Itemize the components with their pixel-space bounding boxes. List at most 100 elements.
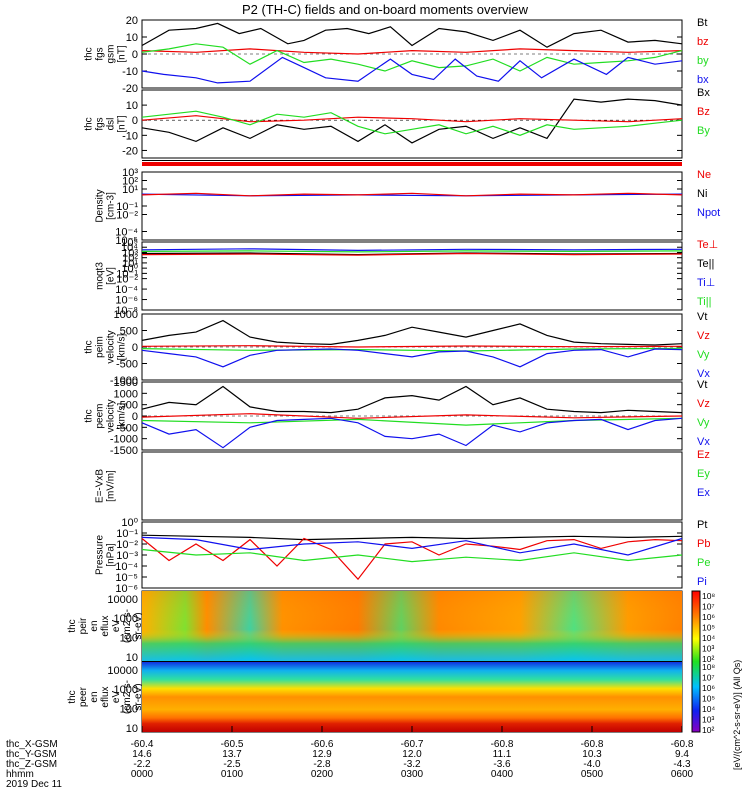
legend-Vz: Vz	[697, 398, 710, 410]
x-tick-label: 0000	[131, 769, 154, 780]
y-tick-label: -20	[122, 145, 138, 157]
y-axis-label: [eV]	[106, 267, 117, 285]
y-axis-label: [mV/m]	[106, 470, 117, 502]
y-tick-label: 10⁻⁴	[115, 284, 138, 296]
legend-Te⊥: Te⊥	[697, 239, 718, 251]
legend-Te||: Te||	[697, 258, 714, 270]
panel-frame	[141, 89, 683, 159]
y-axis-label: peir	[78, 617, 89, 634]
colorbar-label: [eV/(cm^2-s-sr-eV)] (All Qs)	[732, 660, 742, 770]
colorbar: [eV/(cm^2-s-sr-eV)] (All Qs) 10⁸10⁷10⁶10…	[691, 590, 742, 770]
colorbar-gradient	[691, 590, 701, 733]
series-Pi	[141, 536, 683, 556]
xrow-date: 2019 Dec 11	[6, 779, 62, 790]
y-tick-label: -500	[116, 359, 138, 371]
legend-Ni: Ni	[697, 188, 707, 200]
y-axis-label: [km/s]	[117, 333, 128, 360]
series-Vz	[141, 413, 683, 419]
x-tick-label: 0100	[221, 769, 244, 780]
y-axis-label: [nPa]	[106, 543, 117, 567]
series-Vx	[141, 348, 683, 368]
legend-Ti⊥: Ti⊥	[697, 277, 715, 289]
legend-Vt: Vt	[697, 379, 707, 391]
colorbar-tick: 10³	[702, 644, 714, 654]
x-tick-label: 12.0	[402, 749, 422, 760]
x-axis-table: thc_X-GSM thc_Y-GSM thc_Z-GSM hhmm 2019 …	[6, 726, 694, 790]
y-axis-label: thc	[84, 47, 95, 60]
xrow-hhmm: hhmm	[6, 769, 34, 780]
panel-efield: E=-VxB [mV/m] Ez Ey Ex	[95, 449, 710, 521]
y-tick-label: 10²	[122, 253, 138, 265]
y-tick-label: 100	[120, 633, 138, 645]
x-tick-label: 0500	[581, 769, 604, 780]
panel-fgs-gsm: 20 10 0 -10 -20 thc fgs gsm [nT] Bt bz by bx	[84, 15, 710, 95]
y-tick-label: 500	[120, 326, 138, 338]
x-tick-label: 9.4	[675, 749, 689, 760]
series-Te⊥	[141, 252, 683, 256]
y-tick-label: 0	[132, 115, 138, 127]
series-Bt	[141, 22, 683, 48]
xrow-y-gsm: thc_Y-GSM	[6, 749, 57, 760]
legend-Ne: Ne	[697, 169, 711, 181]
x-tick-label: 0200	[311, 769, 334, 780]
flag-bar-black	[142, 160, 682, 161]
y-axis-label: [km/s]	[117, 402, 128, 429]
legend-Bt: Bt	[697, 17, 707, 29]
x-tick-label: 10.3	[582, 749, 602, 760]
y-axis-label: (cm2-s-	[122, 680, 133, 714]
legend-bz: bz	[697, 36, 709, 48]
x-tick-label: 11.1	[493, 749, 512, 760]
legend-By: By	[697, 125, 710, 137]
series-By	[141, 110, 683, 136]
colorbar-ticks: 10⁸10⁷10⁶10⁵10⁴10³10²10⁸10⁷10⁶10⁵10⁴10³1…	[702, 591, 715, 735]
y-axis-label: en	[89, 620, 100, 631]
colorbar-tick: 10⁶	[702, 612, 715, 622]
y-axis-label: en	[89, 691, 100, 702]
y-axis-label: eflux	[100, 686, 111, 707]
y-axis-label: thc	[67, 619, 78, 632]
x-tick-label: -4.3	[673, 759, 691, 770]
peer-spectrum-fill	[142, 662, 682, 732]
colorbar-tick: 10⁸	[702, 591, 715, 601]
y-tick-label: 10⁻²	[116, 539, 138, 551]
panel-peim-velocity: 1000 500 0 -500 -1000 thc peim velocity [km/s] Vt…	[84, 309, 711, 387]
x-tick-label: -2.8	[313, 759, 331, 770]
x-tick-label: -60.6	[311, 739, 334, 750]
series-Ti⊥	[141, 248, 683, 252]
y-tick-label: 10⁻²	[116, 210, 138, 222]
colorbar-tick: 10⁵	[702, 694, 715, 704]
y-tick-label: 10³	[122, 167, 138, 179]
colorbar-tick: 10⁶	[702, 683, 715, 693]
y-tick-label: 1000	[114, 613, 138, 625]
series-Vy	[141, 347, 683, 352]
y-tick-label: 10⁻¹	[116, 201, 138, 213]
legend-bx: bx	[697, 74, 709, 86]
series-Vt	[141, 319, 683, 346]
legend-Pb: Pb	[697, 538, 710, 550]
y-axis-label: thc	[84, 409, 95, 422]
series-by	[141, 43, 683, 72]
legend-Ey: Ey	[697, 468, 710, 480]
y-tick-label: 10	[126, 652, 138, 664]
legend-Vx: Vx	[697, 368, 710, 380]
legend-Pe: Pe	[697, 557, 710, 569]
y-axis-label: peim	[95, 336, 106, 358]
y-axis-label: fgs	[95, 117, 106, 130]
y-tick-label: 10⁰	[121, 517, 138, 529]
x-tick-label: -4.0	[583, 759, 601, 770]
legend-Bx: Bx	[697, 87, 710, 99]
x-tick-label: -60.8	[491, 739, 514, 750]
y-axis-label: eV	[111, 620, 122, 633]
y-axis-label: velocity	[106, 399, 117, 432]
colorbar-tick: 10⁷	[702, 602, 715, 612]
y-axis-label: eflux	[100, 615, 111, 636]
y-axis-label: moqt3	[95, 262, 106, 290]
colorbar-tick: 10⁴	[702, 704, 715, 714]
panel-frame	[141, 241, 683, 311]
legend-by: by	[697, 55, 709, 67]
x-tick-label: -60.8	[671, 739, 694, 750]
xrow-x-gsm: thc_X-GSM	[6, 739, 58, 750]
